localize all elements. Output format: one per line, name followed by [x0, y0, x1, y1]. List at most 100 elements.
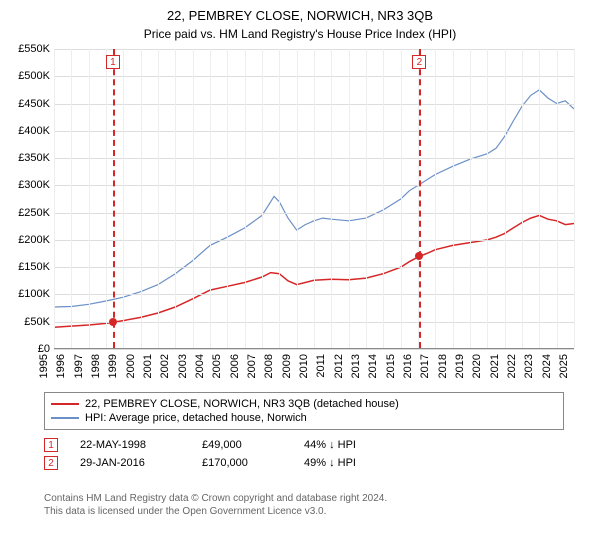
x-tick-label: 2009: [281, 354, 293, 378]
chart-subtitle: Price paid vs. HM Land Registry's House …: [0, 23, 600, 49]
x-tick-label: 2015: [385, 354, 397, 378]
x-tick-label: 2008: [263, 354, 275, 378]
gridline-v: [383, 49, 384, 348]
y-tick-label: £300K: [18, 179, 50, 191]
chart-area: £0£50K£100K£150K£200K£250K£300K£350K£400…: [10, 49, 590, 349]
detail-row: 2 29-JAN-2016 £170,000 49% ↓ HPI: [44, 454, 356, 472]
legend-swatch: [51, 403, 79, 405]
gridline-v: [366, 49, 367, 348]
disclaimer: Contains HM Land Registry data © Crown c…: [44, 492, 387, 518]
x-tick-label: 2003: [177, 354, 189, 378]
gridline-v: [453, 49, 454, 348]
legend-row: 22, PEMBREY CLOSE, NORWICH, NR3 3QB (det…: [51, 397, 557, 411]
gridline-v: [539, 49, 540, 348]
gridline-v: [123, 49, 124, 348]
gridline-v: [505, 49, 506, 348]
gridline-v: [331, 49, 332, 348]
detail-row: 122-MAY-1998£49,00044% ↓ HPI: [44, 436, 356, 454]
gridline-v: [262, 49, 263, 348]
x-tick-label: 2006: [229, 354, 241, 378]
detail-index-box: 1: [44, 438, 58, 452]
x-tick-label: 2007: [246, 354, 258, 378]
y-tick-label: £50K: [24, 316, 50, 328]
sale-details: 122-MAY-1998£49,00044% ↓ HPI229-JAN-2016…: [44, 436, 356, 472]
gridline-v: [54, 49, 55, 348]
legend-row: HPI: Average price, detached house, Norw…: [51, 411, 557, 425]
gridline-v: [279, 49, 280, 348]
gridline-v: [557, 49, 558, 348]
x-tick-label: 2022: [506, 354, 518, 378]
x-tick-label: 1998: [90, 354, 102, 378]
gridline-v: [297, 49, 298, 348]
y-tick-label: £500K: [18, 70, 50, 82]
detail-date: 29-JAN-2016: [80, 457, 180, 469]
detail-date: 22-MAY-1998: [80, 439, 180, 451]
x-tick-label: 2002: [159, 354, 171, 378]
y-tick-label: £450K: [18, 98, 50, 110]
chart-title: 22, PEMBREY CLOSE, NORWICH, NR3 3QB: [0, 0, 600, 23]
detail-delta: 44% ↓ HPI: [304, 439, 356, 451]
x-tick-label: 2001: [142, 354, 154, 378]
y-axis: £0£50K£100K£150K£200K£250K£300K£350K£400…: [10, 49, 52, 349]
x-tick-label: 2014: [367, 354, 379, 378]
gridline-v: [470, 49, 471, 348]
x-tick-label: 1997: [73, 354, 85, 378]
gridline-v: [487, 49, 488, 348]
gridline-v: [193, 49, 194, 348]
gridline-v: [210, 49, 211, 348]
legend-swatch: [51, 417, 79, 419]
x-tick-label: 2010: [298, 354, 310, 378]
y-tick-label: £250K: [18, 207, 50, 219]
x-tick-label: 2016: [402, 354, 414, 378]
y-tick-label: £550K: [18, 43, 50, 55]
x-tick-label: 2013: [350, 354, 362, 378]
marker-line: [419, 49, 421, 348]
x-tick-label: 2005: [211, 354, 223, 378]
y-tick-label: £200K: [18, 234, 50, 246]
gridline-v: [245, 49, 246, 348]
marker-line: [113, 49, 115, 348]
x-tick-label: 2023: [523, 354, 535, 378]
x-tick-label: 2020: [471, 354, 483, 378]
x-tick-label: 2011: [315, 354, 327, 378]
gridline-v: [71, 49, 72, 348]
x-tick-label: 2017: [419, 354, 431, 378]
legend-label: 22, PEMBREY CLOSE, NORWICH, NR3 3QB (det…: [85, 398, 399, 410]
gridline-v: [349, 49, 350, 348]
y-tick-label: £100K: [18, 288, 50, 300]
y-tick-label: £400K: [18, 125, 50, 137]
x-tick-label: 1995: [38, 354, 50, 378]
x-tick-label: 2019: [454, 354, 466, 378]
disclaimer-line: Contains HM Land Registry data © Crown c…: [44, 492, 387, 505]
sale-dot: [415, 252, 423, 260]
detail-index-box: 2: [44, 456, 58, 470]
x-tick-label: 2004: [194, 354, 206, 378]
gridline-v: [89, 49, 90, 348]
x-tick-label: 2012: [333, 354, 345, 378]
y-tick-label: £150K: [18, 261, 50, 273]
gridline-v: [227, 49, 228, 348]
gridline-v: [158, 49, 159, 348]
x-axis: 1995199619971998199920002001200220032004…: [44, 354, 564, 394]
plot-area: 12: [54, 49, 574, 349]
gridline-v: [314, 49, 315, 348]
gridline-h: [54, 349, 574, 350]
gridline-v: [401, 49, 402, 348]
gridline-v: [141, 49, 142, 348]
x-tick-label: 2024: [541, 354, 553, 378]
disclaimer-line: This data is licensed under the Open Gov…: [44, 505, 387, 518]
x-tick-label: 2018: [437, 354, 449, 378]
x-tick-label: 2000: [125, 354, 137, 378]
gridline-v: [106, 49, 107, 348]
detail-price: £170,000: [202, 457, 282, 469]
x-tick-label: 1996: [55, 354, 67, 378]
x-tick-label: 1999: [107, 354, 119, 378]
marker-box: 1: [106, 55, 120, 69]
sale-dot: [109, 318, 117, 326]
x-tick-label: 2025: [558, 354, 570, 378]
gridline-v: [435, 49, 436, 348]
gridline-v: [574, 49, 575, 348]
gridline-v: [522, 49, 523, 348]
detail-delta: 49% ↓ HPI: [304, 457, 356, 469]
legend: 22, PEMBREY CLOSE, NORWICH, NR3 3QB (det…: [44, 392, 564, 430]
